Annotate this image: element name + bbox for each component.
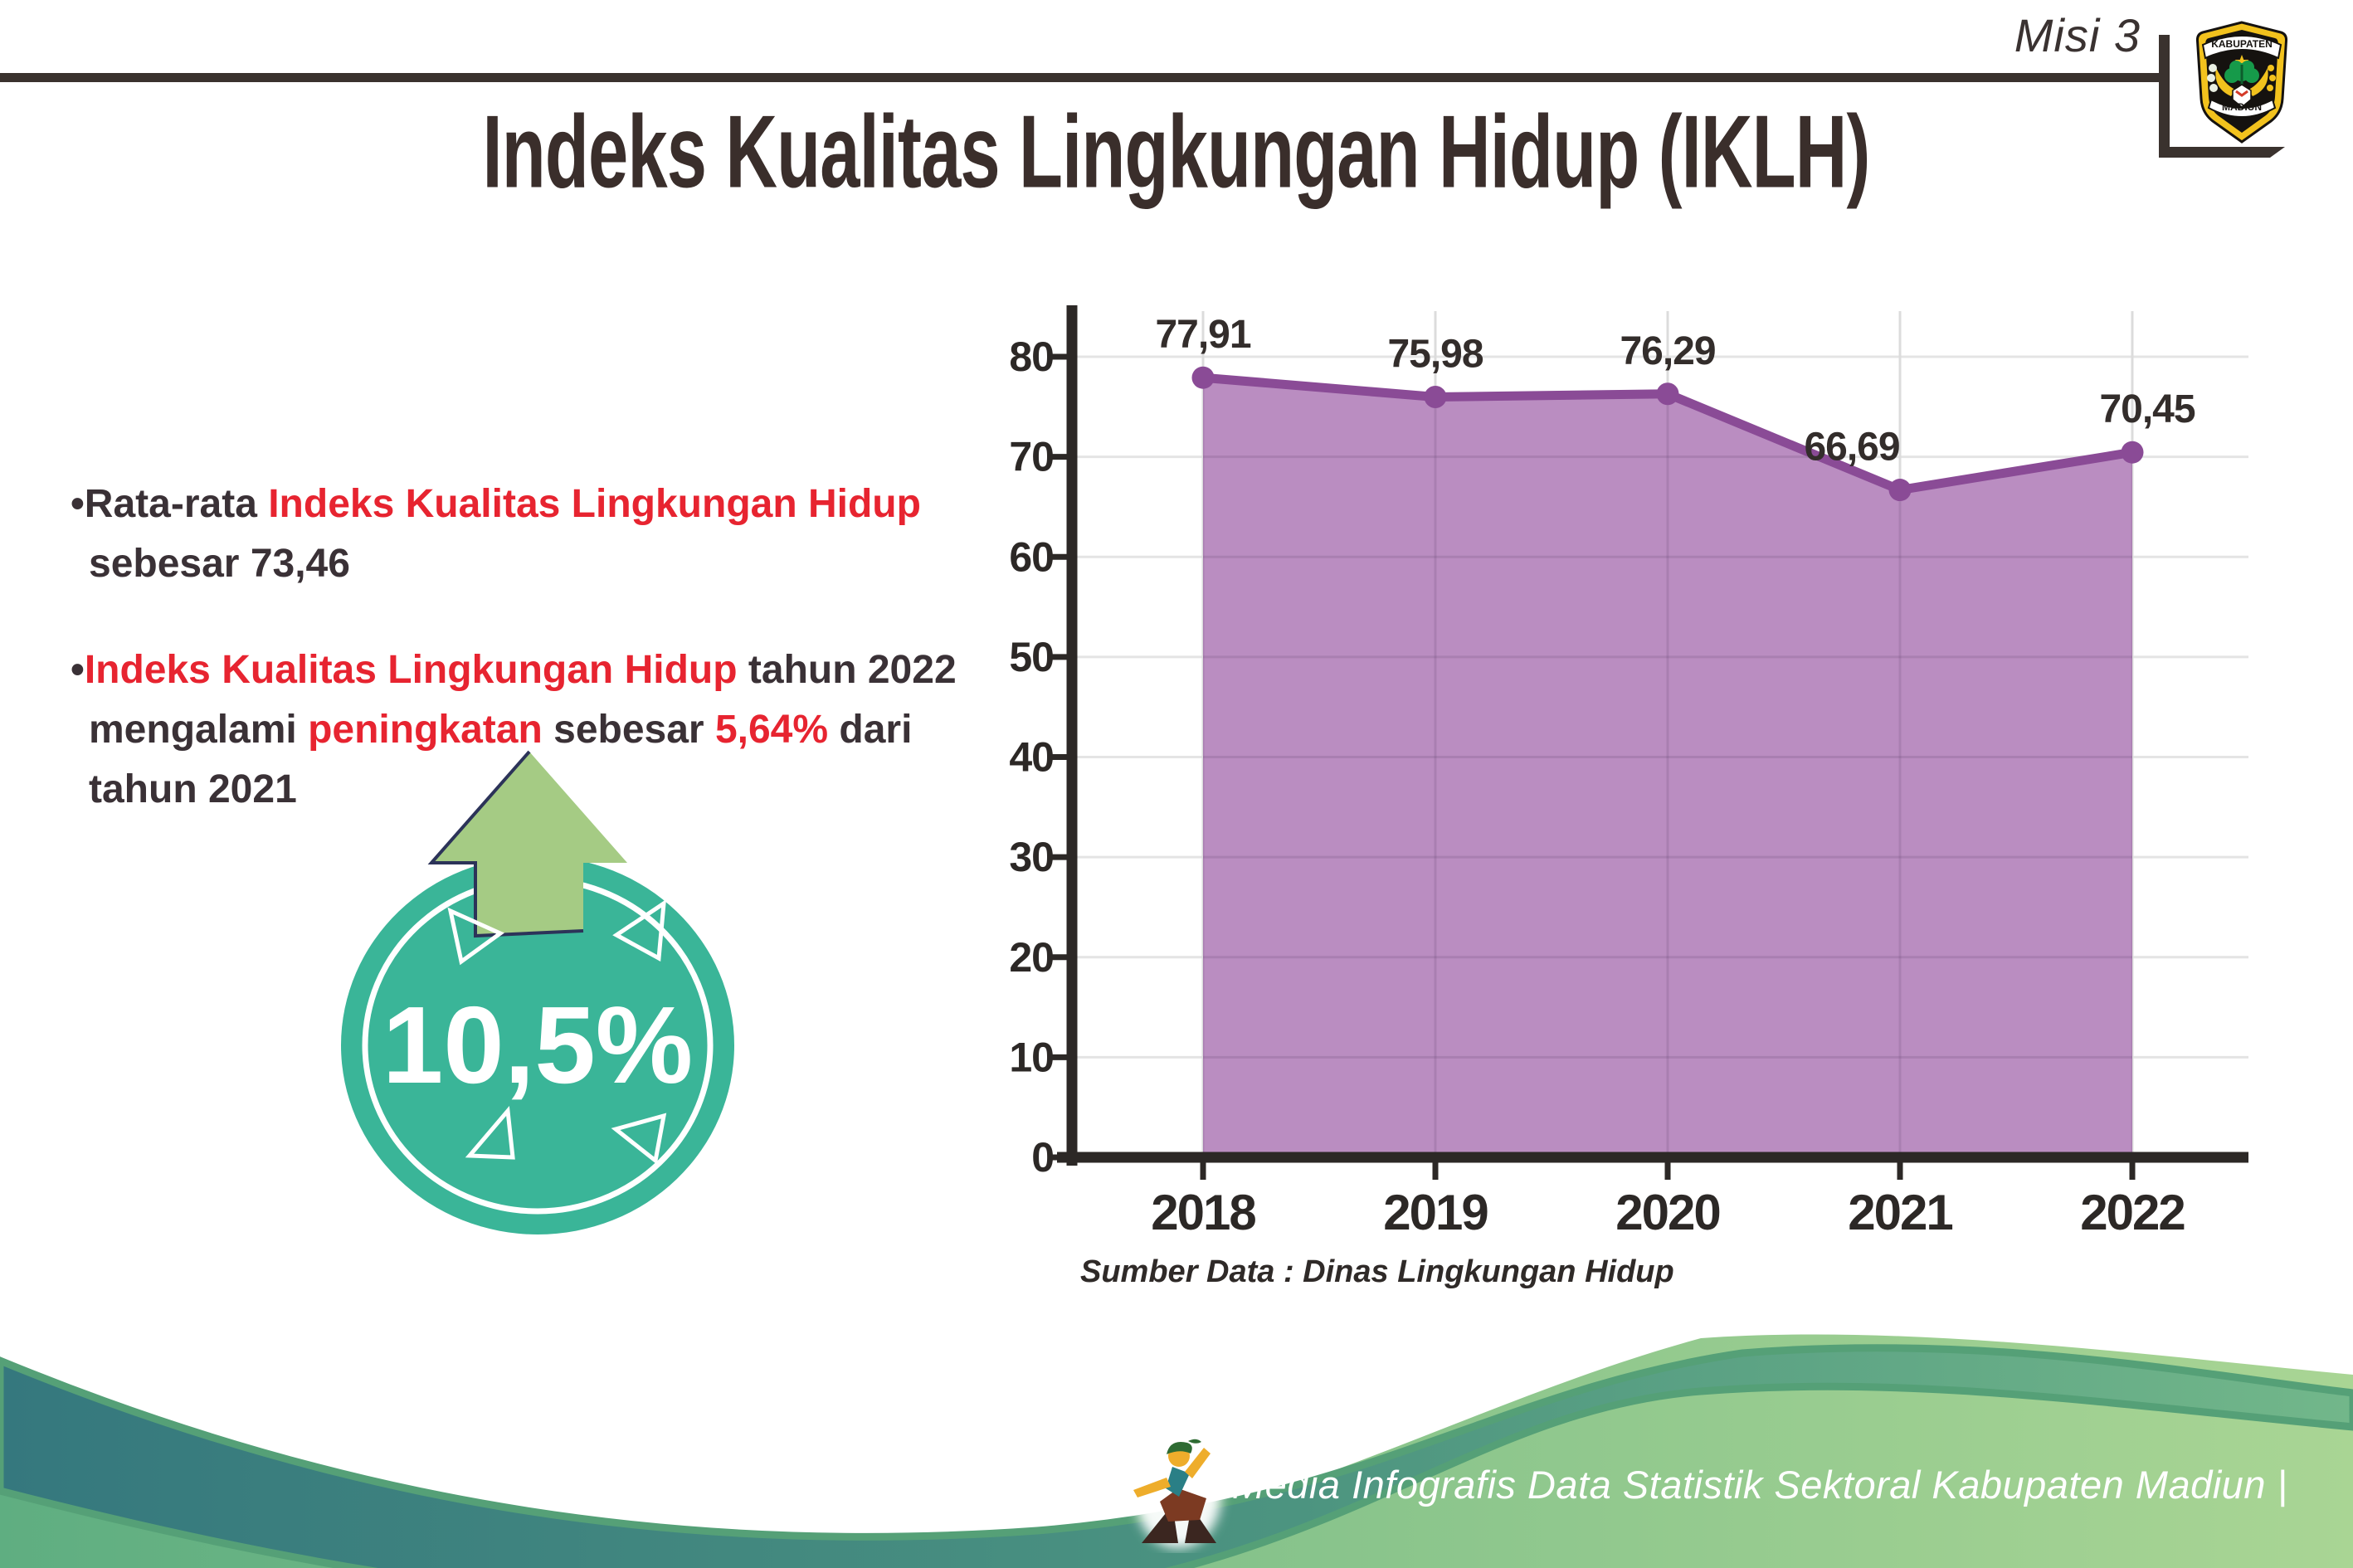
data-point xyxy=(1888,479,1912,502)
text-segment: Indeks Kualitas Lingkungan Hidup xyxy=(268,482,921,526)
data-point xyxy=(2121,441,2144,464)
x-tick-label: 2022 xyxy=(2080,1185,2184,1240)
data-point xyxy=(1656,382,1679,406)
y-tick-label: 10 xyxy=(1009,1034,1054,1080)
text-segment: tahun 2021 xyxy=(89,767,297,811)
footer-credit: Media Infografis Data Statistik Sektoral… xyxy=(1232,1463,2288,1507)
text-segment: Indeks Kualitas Lingkungan Hidup xyxy=(84,648,738,692)
data-label: 75,98 xyxy=(1387,332,1483,376)
data-label: 70,45 xyxy=(2099,387,2195,431)
header-rule-foot xyxy=(2159,147,2285,158)
data-point xyxy=(1191,366,1215,389)
kabupaten-madiun-logo: KABUPATEN MADIUN xyxy=(2187,20,2297,144)
y-tick-label: 50 xyxy=(1009,634,1054,680)
y-tick-label: 80 xyxy=(1009,334,1054,380)
page-title: Indeks Kualitas Lingkungan Hidup (IKLH) xyxy=(482,94,1871,210)
x-tick-label: 2018 xyxy=(1151,1185,1255,1240)
text-segment: sebesar xyxy=(542,708,715,752)
y-tick-label: 70 xyxy=(1009,434,1054,480)
insight-bullets: •Rata-rata Indeks Kualitas Lingkungan Hi… xyxy=(71,475,962,820)
data-point xyxy=(1424,385,1447,408)
text-segment: •Rata-rata xyxy=(71,482,269,526)
header-rule-vertical xyxy=(2159,35,2170,158)
text-segment: 5,64% xyxy=(714,708,829,752)
text-segment: tahun 2022 xyxy=(737,648,957,692)
logo-bottom-text: MADIUN xyxy=(2222,101,2262,113)
y-tick-label: 30 xyxy=(1009,834,1054,880)
header-rule xyxy=(0,73,2168,82)
text-segment: sebesar 73,46 xyxy=(89,542,350,586)
text-segment: • xyxy=(71,648,85,692)
y-tick-label: 0 xyxy=(1031,1134,1054,1181)
data-label: 66,69 xyxy=(1804,426,1899,470)
growth-value: 10,5% xyxy=(382,984,693,1106)
growth-badge: 10,5% xyxy=(330,741,765,1242)
sparkle-triangles xyxy=(447,899,667,1165)
logo-top-text: KABUPATEN xyxy=(2211,38,2273,50)
area-chart-canvas: 0 10 20 30 40 50 60 70 80 2018 2019 2020 2021 2022 77,… xyxy=(1009,305,2248,1240)
chart-source: Sumber Data : Dinas Lingkungan Hidup xyxy=(1080,1254,1674,1289)
data-label: 76,29 xyxy=(1620,329,1715,373)
area-gridlines xyxy=(1203,377,2132,1157)
mascot-icon xyxy=(1127,1437,1235,1553)
up-arrow-icon xyxy=(427,750,627,938)
y-tick-label: 20 xyxy=(1009,934,1054,981)
y-tick-label: 60 xyxy=(1009,533,1054,580)
badge-circle xyxy=(341,856,734,1234)
bullet-average-iklh: •Rata-rata Indeks Kualitas Lingkungan Hi… xyxy=(71,475,962,594)
text-segment: dari xyxy=(828,708,913,752)
bullet-increase-iklh: •Indeks Kualitas Lingkungan Hidup tahun … xyxy=(71,640,962,820)
crest-icon: KABUPATEN MADIUN xyxy=(2195,21,2288,144)
y-tick-label: 40 xyxy=(1009,734,1054,781)
misi-label: Misi 3 xyxy=(2014,9,2141,61)
wave-light-green xyxy=(0,1334,2353,1568)
x-tick-label: 2020 xyxy=(1615,1185,1719,1240)
data-label: 77,91 xyxy=(1155,313,1250,357)
x-tick-label: 2019 xyxy=(1383,1185,1488,1240)
area-fill xyxy=(1203,377,2132,1157)
text-segment: peningkatan xyxy=(308,708,543,752)
text-segment: mengalami xyxy=(89,708,309,752)
iklh-chart: 0 10 20 30 40 50 60 70 80 2018 2019 2020 2021 2022 77,… xyxy=(1004,274,2298,1311)
x-tick-label: 2021 xyxy=(1848,1185,1952,1240)
